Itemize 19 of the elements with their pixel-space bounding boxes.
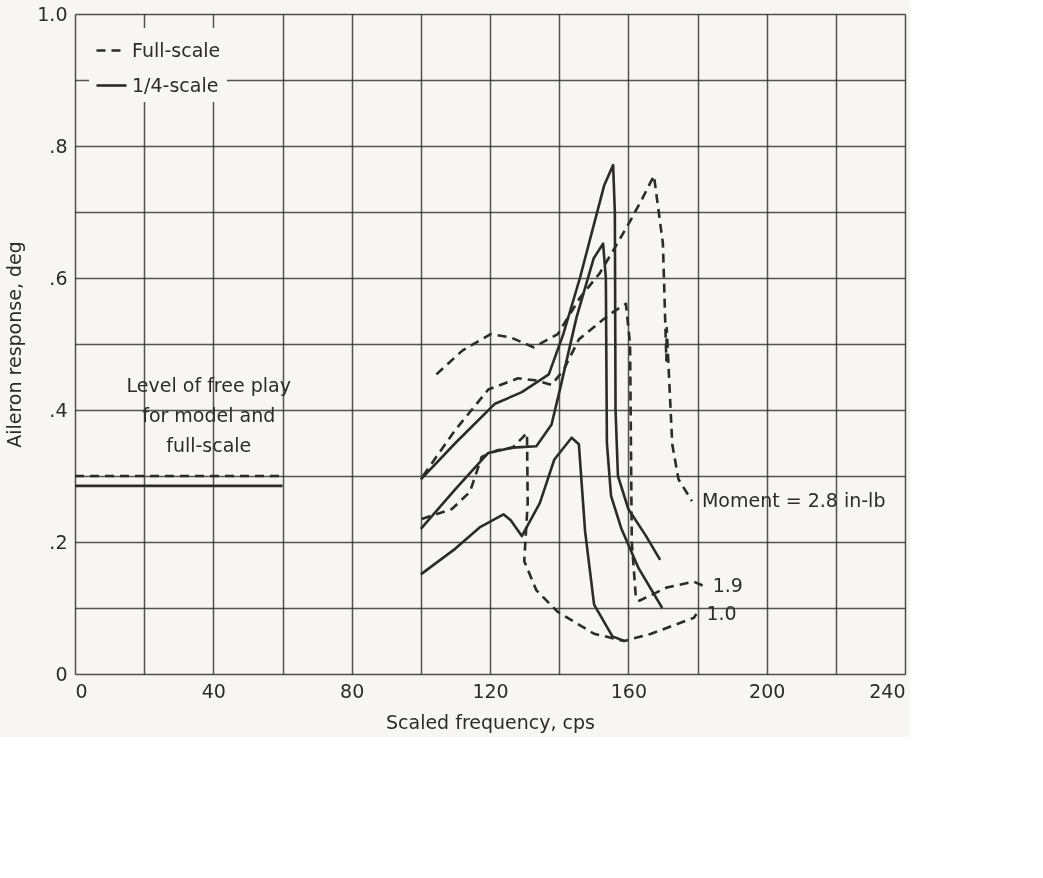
legend-label: Full-scale <box>132 38 221 61</box>
x-tick-label: 120 <box>472 679 509 702</box>
y-tick-label: .8 <box>49 134 68 157</box>
annotation: 1.0 <box>706 601 737 624</box>
y-tick-label: .2 <box>49 530 68 553</box>
x-axis-title: Scaled frequency, cps <box>386 710 595 733</box>
annotation: 1.9 <box>712 573 743 596</box>
y-tick-label: .4 <box>49 398 68 421</box>
y-tick-label: 1.0 <box>37 2 68 25</box>
x-tick-label: 40 <box>201 679 226 702</box>
x-tick-label: 0 <box>75 679 88 702</box>
y-tick-label: 0 <box>55 662 68 685</box>
x-tick-label: 80 <box>340 679 365 702</box>
x-tick-label: 160 <box>610 679 647 702</box>
y-axis-title: Aileron response, deg <box>3 241 26 448</box>
legend-label: 1/4-scale <box>132 73 219 96</box>
y-tick-label: .6 <box>49 266 68 289</box>
x-tick-label: 240 <box>869 679 906 702</box>
x-tick-label: 200 <box>749 679 786 702</box>
